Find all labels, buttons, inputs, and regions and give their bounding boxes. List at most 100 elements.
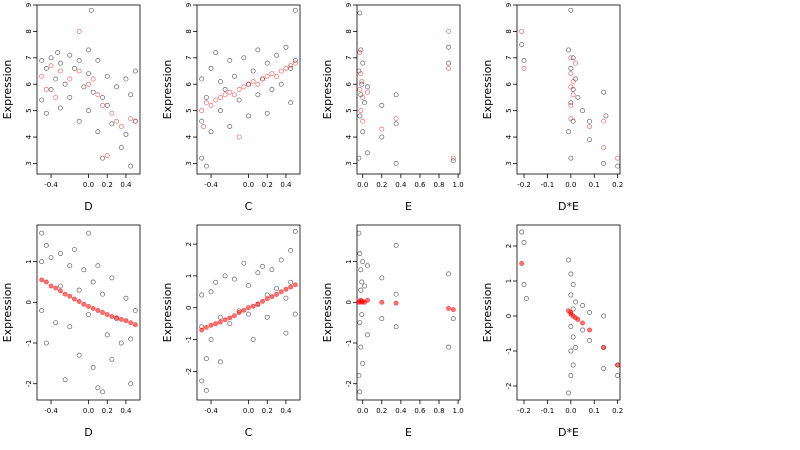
red-point xyxy=(57,288,63,294)
black-point xyxy=(264,110,270,116)
red-point xyxy=(446,65,452,71)
x-tick-label: 0.2 xyxy=(262,407,273,415)
black-point xyxy=(43,65,49,71)
x-tick-label: -0.1 xyxy=(541,181,555,189)
black-point xyxy=(601,366,607,371)
red-point xyxy=(568,102,574,108)
black-point xyxy=(255,92,261,98)
black-point xyxy=(100,155,106,161)
black-point xyxy=(227,58,233,63)
y-axis-label: Expression xyxy=(161,283,174,343)
panel-3: 0.0 0.2 0.4 0.6 0.8 1.0 3 4 5 6 7 8 9 E Expression xyxy=(321,3,464,213)
y-tick-label: 9 xyxy=(345,3,353,7)
red-point xyxy=(118,124,124,129)
red-point xyxy=(278,68,284,74)
red-point xyxy=(365,89,370,95)
y-tick-label: 6 xyxy=(25,81,33,86)
x-tick-label: 0.0 xyxy=(243,181,254,189)
black-point xyxy=(288,247,294,253)
y-tick-label: 9 xyxy=(185,3,193,7)
x-axis-label: C xyxy=(245,200,253,213)
y-tick-label: 3 xyxy=(345,161,353,165)
red-point xyxy=(114,315,120,321)
y-tick-label: 7 xyxy=(345,56,353,60)
x-axis-label: E xyxy=(405,200,412,213)
black-point xyxy=(62,377,68,383)
y-tick-label: 4 xyxy=(25,134,33,139)
black-point xyxy=(587,118,593,124)
red-point xyxy=(379,299,385,305)
y-tick-label: -1 xyxy=(505,348,513,355)
black-point xyxy=(67,324,73,330)
black-point xyxy=(580,303,586,308)
red-point xyxy=(250,79,256,85)
red-point xyxy=(109,314,115,320)
black-point xyxy=(570,118,576,124)
black-point xyxy=(288,279,294,285)
red-point xyxy=(519,261,525,266)
red-point xyxy=(568,84,574,90)
black-point xyxy=(570,87,576,92)
black-point xyxy=(360,60,366,66)
black-point xyxy=(365,332,370,338)
y-tick-label: 6 xyxy=(185,81,193,86)
black-point xyxy=(393,242,399,248)
x-tick-label: 0.8 xyxy=(433,181,444,189)
black-point xyxy=(95,385,101,391)
black-point xyxy=(203,163,209,169)
black-point xyxy=(570,282,576,287)
red-point xyxy=(236,134,242,140)
black-point xyxy=(357,251,363,256)
black-point xyxy=(359,81,365,87)
black-point xyxy=(587,310,593,315)
panel-8: -0.2 -0.1 0.0 0.1 0.2 -2 -1 0 1 2 D*E Expression xyxy=(481,224,623,439)
red-point xyxy=(43,87,49,92)
black-point xyxy=(236,97,242,103)
black-point xyxy=(603,113,609,119)
black-point xyxy=(199,155,205,161)
x-tick-label: 0.1 xyxy=(589,181,600,189)
black-point xyxy=(292,7,298,13)
black-point xyxy=(208,289,214,295)
panel-7: 0.0 0.2 0.4 0.6 0.8 1.0 -2 -1 0 1 E Expression xyxy=(321,224,464,439)
black-point xyxy=(222,87,228,92)
x-tick-label: 0.6 xyxy=(414,407,426,415)
x-tick-label: 0.4 xyxy=(120,181,132,189)
x-tick-label: 0.0 xyxy=(83,407,94,415)
black-point xyxy=(360,360,366,366)
red-point xyxy=(587,327,593,333)
red-point xyxy=(227,315,233,321)
black-point xyxy=(360,129,366,135)
red-point xyxy=(241,307,247,313)
black-point xyxy=(100,389,106,395)
y-tick-label: 3 xyxy=(185,161,193,165)
black-point xyxy=(86,71,91,77)
plot-frame xyxy=(356,224,461,401)
x-tick-label: -0.4 xyxy=(44,407,58,415)
x-tick-label: -0.2 xyxy=(517,407,531,415)
black-point xyxy=(88,7,94,13)
panel-1: -0.4 0.0 0.2 0.4 3 4 5 6 7 8 9 D Expression xyxy=(1,3,141,213)
black-point xyxy=(48,255,54,261)
red-point xyxy=(128,320,134,326)
black-point xyxy=(246,311,251,317)
red-point xyxy=(118,316,124,322)
black-point xyxy=(246,283,251,288)
y-tick-label: -1 xyxy=(345,340,353,347)
y-tick-label: 6 xyxy=(345,81,353,86)
black-point xyxy=(523,296,529,301)
x-tick-label: -0.4 xyxy=(204,407,218,415)
black-point xyxy=(67,94,73,100)
x-tick-label: 0.2 xyxy=(376,407,387,415)
black-point xyxy=(43,242,49,248)
x-tick-label: -0.4 xyxy=(204,181,218,189)
red-point xyxy=(199,108,205,114)
black-point xyxy=(109,356,115,362)
black-point xyxy=(274,52,280,58)
black-point xyxy=(81,84,87,90)
red-point xyxy=(260,76,265,82)
black-point xyxy=(274,286,280,292)
red-point xyxy=(203,100,209,106)
black-point xyxy=(67,263,73,269)
red-point xyxy=(90,305,96,311)
